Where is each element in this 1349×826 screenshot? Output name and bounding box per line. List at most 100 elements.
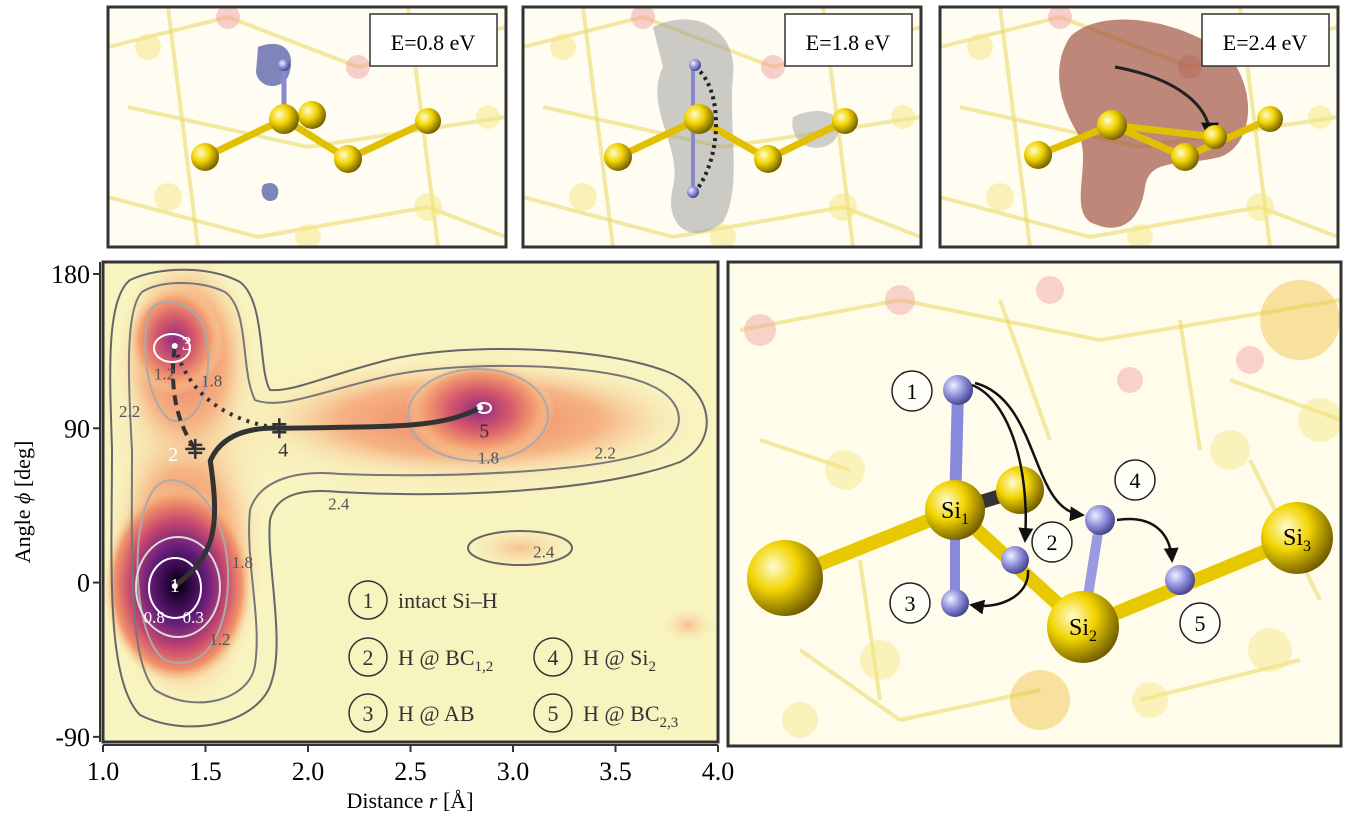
heatmap-part [658,605,718,645]
contour-label: 2.2 [595,443,616,462]
y-label-text: [deg] [10,441,35,493]
x-label-text: [Å] [437,788,473,813]
panel-2-part-part [754,145,782,173]
state-label: 4 [278,439,288,461]
panel-3-part-part [1024,141,1052,169]
atom-sub: 2 [1089,628,1097,645]
state-label: 2 [168,444,178,466]
molecule-part [943,375,973,405]
lattice-background-part-part [1260,280,1340,360]
figure: E=0.8 eV E=1.8 eV E=2.4 eV 1.0 1.5 2.0 2.5 3… [0,0,1349,821]
y-label-var: ϕ [10,493,35,504]
panel-3-part-part [1203,125,1227,149]
site-label: 5 [1195,611,1206,636]
atom-sub: 1 [961,511,969,528]
panel-label: E=1.8 eV [806,30,891,55]
contour-label: 1.2 [209,630,230,649]
atom-sub: 3 [1303,538,1311,555]
panel-1: E=0.8 eV [108,5,506,250]
atom-name: Si [941,498,961,524]
x-tick-label: 1.0 [87,757,120,786]
panel-label: E=2.4 eV [1223,30,1308,55]
contour-label: 2.4 [328,495,350,514]
y-tick-label: 180 [51,260,90,289]
atom-name: Si [1069,615,1089,641]
structure-panel: Si1 Si2 Si3 12345 [728,262,1342,746]
panel-2-part-part [689,59,701,71]
lattice-background-part-part [744,314,776,346]
lattice-background-part-part [825,450,865,490]
contour-label: 1.8 [201,371,222,390]
contour-label: 1.8 [478,448,499,467]
y-tick-label: 0 [77,569,90,598]
minimum-marker [172,343,178,349]
lattice-background-part-part [1248,628,1292,672]
panel-1-part-part [298,101,326,129]
site-label: 2 [1047,530,1058,555]
contour-label: 2.2 [119,402,140,421]
site-label: 3 [905,591,916,616]
y-tick-label: 90 [64,414,90,443]
site-label: 1 [907,379,918,404]
panel-3-part-part [1171,143,1199,171]
legend-entry: H @ AB [398,701,475,726]
lattice-background-part-part [1036,276,1064,304]
lattice-background-part-part [1132,682,1168,718]
contour-label: 2.4 [533,543,555,562]
legend-id: 2 [363,645,374,670]
minimum-marker [477,405,483,411]
legend-text: H @ AB [398,701,475,726]
y-axis-label: Angle ϕ [deg] [10,441,35,564]
y-label-text: Angle [10,504,35,563]
x-tick-label: 2.5 [394,757,427,786]
panel-2-part-part [604,143,632,171]
legend-sub: 2,3 [660,715,679,731]
molecule-part [747,540,823,616]
contour-label: 1.2 [154,364,175,383]
x-tick-label: 1.5 [189,757,222,786]
state-label: 3 [182,333,192,355]
panel-2-part-part [684,104,714,134]
legend-id: 3 [363,701,374,726]
legend-entry: intact Si–H [398,588,498,613]
legend-text: H @ BC [398,645,475,670]
molecule-part [941,589,969,617]
panel-3-part-part [1257,106,1283,132]
lattice-background-part-part [782,702,818,738]
panel-2-part-part [687,186,699,198]
legend-sub: 1,2 [475,659,494,675]
x-label-text: Distance [346,788,428,813]
legend-sub: 2 [649,659,657,675]
lattice-background-part-part [860,640,900,680]
molecule-part [1085,505,1115,535]
legend-id: 5 [548,701,559,726]
panel-1-part-part [191,143,219,171]
x-tick-label: 3.0 [497,757,530,786]
molecule-part [1001,546,1029,574]
x-axis-label: Distance r [Å] [346,788,473,813]
lattice-background-part-part [1236,346,1264,374]
molecule-part [996,466,1044,514]
legend-text: H @ Si [583,645,649,670]
x-tick-label: 2.0 [292,757,325,786]
molecule-part [1165,565,1195,595]
lattice-background-part-part [1117,367,1143,393]
panel-3-part-part [1097,110,1127,140]
panel-1-part-part [334,145,362,173]
x-tick-label: 3.5 [599,757,632,786]
legend-text: intact Si–H [398,588,498,613]
lattice-background-part-part [1298,398,1342,442]
state-label: 5 [479,421,489,443]
legend-id: 4 [548,645,559,670]
state-label: 1 [170,575,180,597]
contour-label: 0.3 [183,608,204,627]
panel-1-part-part [415,108,441,134]
panel-1-part-part [278,59,290,71]
x-tick-label: 4.0 [702,757,735,786]
lattice-background-part-part [1210,430,1250,470]
panel-2-part-part [832,108,858,134]
legend-text: H @ BC [583,701,660,726]
contour-label: 0.8 [144,608,165,627]
panel-1-part-part [269,104,299,134]
